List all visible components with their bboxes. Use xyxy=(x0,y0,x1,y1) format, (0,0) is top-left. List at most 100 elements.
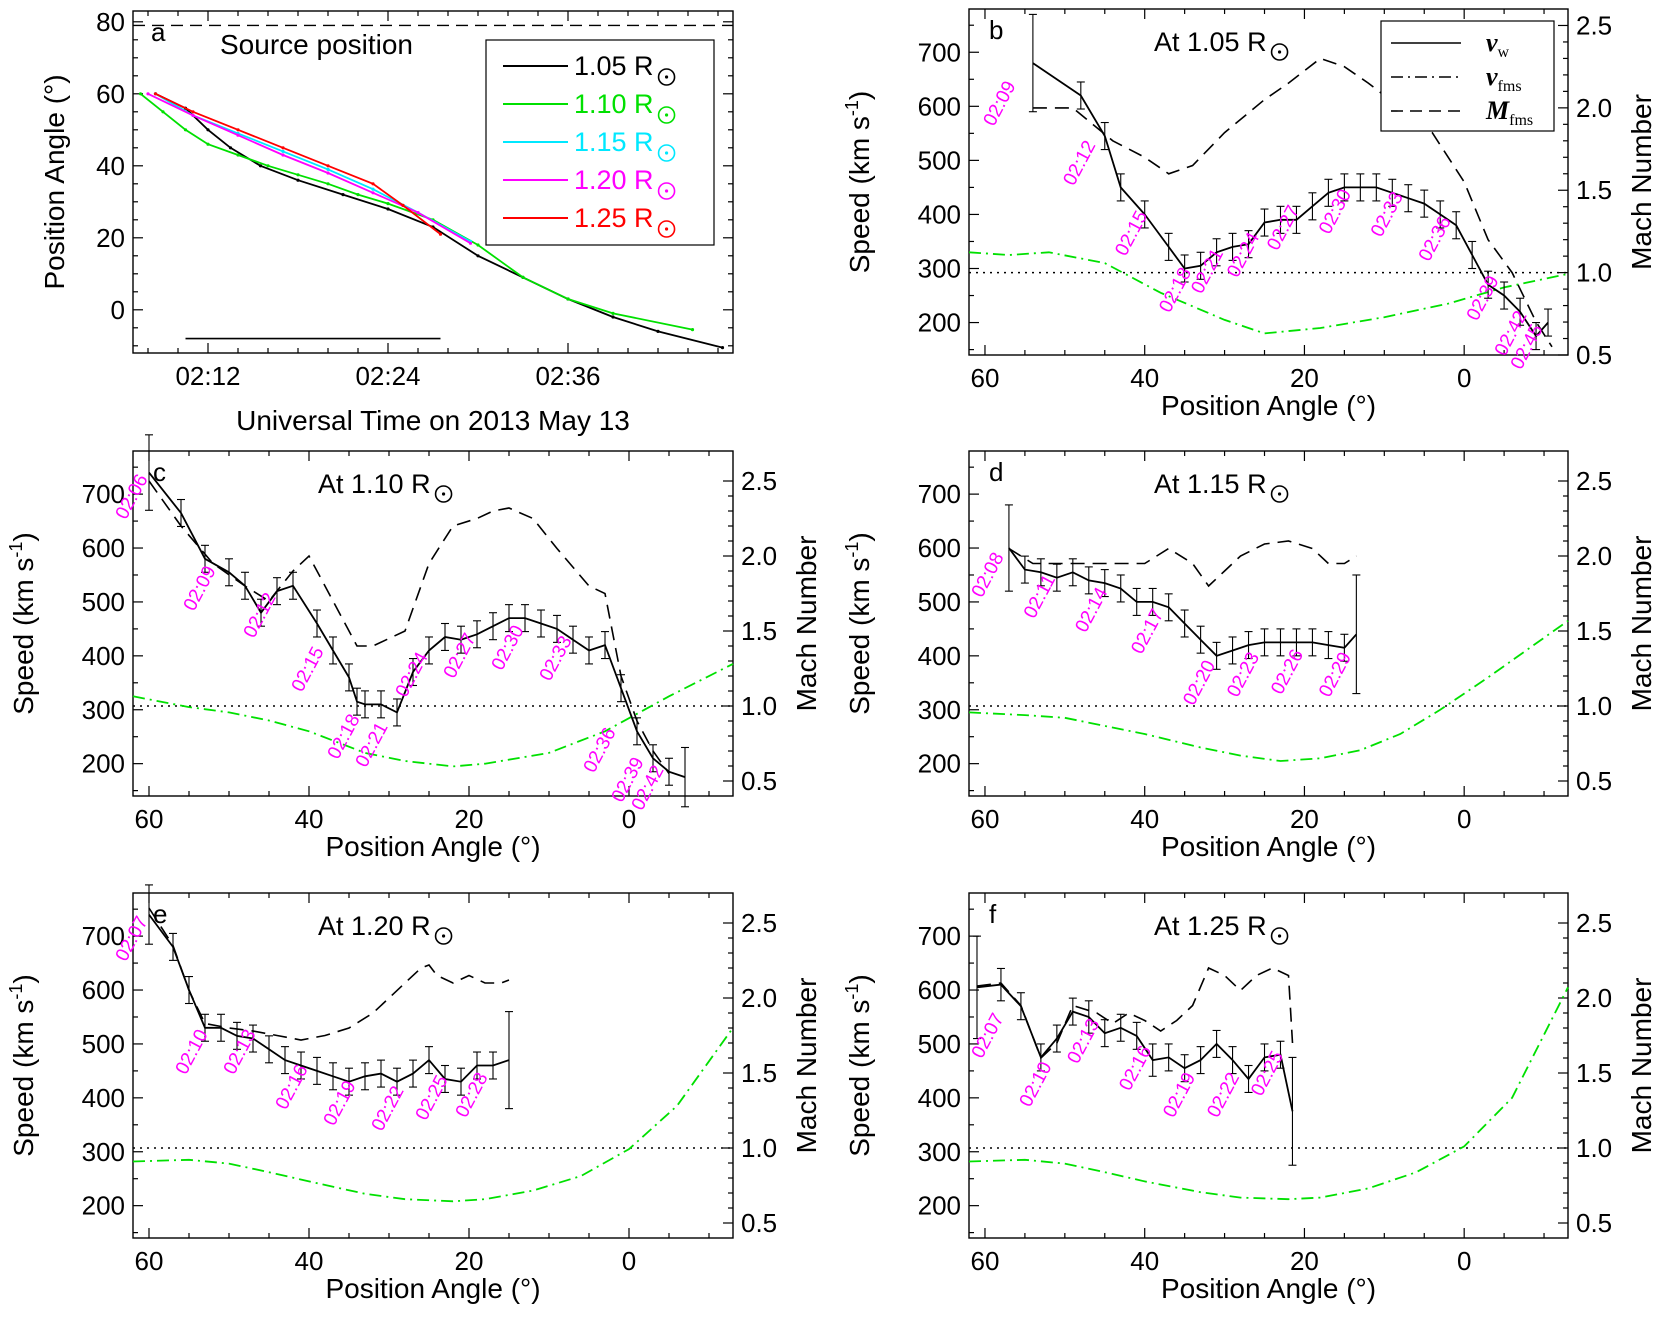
annotation-source-position: Source position xyxy=(220,29,413,60)
series-point xyxy=(296,178,300,182)
time-label: 02:07 xyxy=(968,1010,1009,1062)
time-label: 02:15 xyxy=(1111,208,1152,260)
series-point xyxy=(356,193,360,197)
series-point xyxy=(326,167,330,171)
x-tick-label: 60 xyxy=(971,1246,1000,1276)
mach-number-line xyxy=(148,480,670,774)
legend-symbol: v xyxy=(1486,28,1498,57)
time-label: 02:16 xyxy=(272,1061,313,1113)
panel-title: At 1.10 R xyxy=(318,469,431,499)
y-tick-label: 600 xyxy=(918,975,961,1005)
time-label: 02:23 xyxy=(1223,649,1264,701)
y2-tick-label: 2.0 xyxy=(1576,983,1612,1013)
y-axis-label: Speed (km s-1) xyxy=(6,532,39,715)
series-point xyxy=(401,203,405,207)
y-axis-label-text: Speed (km s xyxy=(8,1000,39,1157)
sun-symbol xyxy=(657,144,676,162)
series-point xyxy=(386,202,390,206)
y2-tick-label: 2.0 xyxy=(741,541,777,571)
y-axis-label-text: Speed (km s xyxy=(844,558,875,715)
y-axis-label-close: ) xyxy=(844,974,875,983)
x-tick-label: 60 xyxy=(135,1246,164,1276)
series-point xyxy=(416,211,420,215)
y2-tick-label: 2.5 xyxy=(1576,908,1612,938)
y2-tick-label: 1.0 xyxy=(1576,258,1612,288)
y-tick-label: 300 xyxy=(82,695,125,725)
sun-symbol xyxy=(1270,927,1289,945)
series-point xyxy=(326,182,330,186)
time-label: 02:26 xyxy=(1267,646,1308,698)
y2-tick-label: 1.0 xyxy=(741,1133,777,1163)
x-axis-label: Position Angle (°) xyxy=(1161,390,1376,421)
sun-symbol xyxy=(657,68,676,86)
y-tick-label: 500 xyxy=(82,587,125,617)
mach-number-line xyxy=(148,907,510,1041)
sun-symbol-dot xyxy=(664,75,669,79)
time-label: 02:19 xyxy=(320,1077,361,1129)
series-line-3 xyxy=(147,92,471,244)
y2-tick-label: 1.5 xyxy=(1576,1058,1612,1088)
x-tick-label: 40 xyxy=(295,1246,324,1276)
time-label: 02:17 xyxy=(1127,606,1168,658)
x-tick-label: 0 xyxy=(622,804,636,834)
y2-tick-label: 1.0 xyxy=(1576,1133,1612,1163)
x-tick-label: 0 xyxy=(622,1246,636,1276)
x-tick-label: 0 xyxy=(1457,1246,1471,1276)
x-tick-label: 20 xyxy=(455,1246,484,1276)
time-label: 02:29 xyxy=(1315,649,1356,701)
y-axis-label-group: Speed (km s-1) xyxy=(6,532,39,715)
time-label: 02:24 xyxy=(1223,229,1264,281)
panel-title: At 1.20 R xyxy=(318,911,431,941)
y-axis-label-close: ) xyxy=(8,532,39,541)
series-line-4 xyxy=(155,92,442,235)
series-point xyxy=(191,113,195,117)
y-tick-label: 700 xyxy=(82,921,125,951)
y-tick-label: 700 xyxy=(918,921,961,951)
x-tick-label: 02:12 xyxy=(175,361,240,391)
series-point xyxy=(153,92,158,96)
time-label: 02:30 xyxy=(488,622,529,674)
y2-tick-label: 1.5 xyxy=(741,1058,777,1088)
y-axis-label-group: Speed (km s-1) xyxy=(842,974,875,1157)
panel-title: At 1.05 R xyxy=(1154,27,1267,57)
sun-symbol xyxy=(657,106,676,124)
y2-tick-label: 2.5 xyxy=(741,466,777,496)
panel-letter: b xyxy=(989,15,1003,45)
series-point xyxy=(468,241,473,245)
y-tick-label: 500 xyxy=(82,1029,125,1059)
time-label: 02:19 xyxy=(1159,1069,1200,1121)
sun-symbol xyxy=(434,927,453,945)
y-tick-label: 400 xyxy=(918,641,961,671)
fms-speed-line xyxy=(968,251,1569,335)
time-label: 02:24 xyxy=(392,649,433,701)
series-point xyxy=(720,346,725,350)
series-point xyxy=(281,146,285,150)
series-point xyxy=(281,149,285,153)
series-point xyxy=(138,92,143,96)
plot-frame xyxy=(132,892,734,1239)
time-label: 02:33 xyxy=(536,633,577,685)
time-label: 02:25 xyxy=(412,1072,453,1124)
y-axis-label-text: Speed (km s xyxy=(844,116,875,273)
legend-subscript: fms xyxy=(1509,112,1533,129)
time-label: 02:39 xyxy=(1463,272,1504,324)
mach-number-line xyxy=(1032,57,1553,348)
sun-symbol xyxy=(657,182,676,200)
series-point xyxy=(236,133,240,137)
legend-entry: 1.15 R xyxy=(574,127,654,157)
legend-entry: 1.25 R xyxy=(574,203,654,233)
series-point xyxy=(326,171,330,175)
mach-number-line xyxy=(1008,540,1357,588)
x-tick-label: 20 xyxy=(1290,1246,1319,1276)
sun-symbol-dot xyxy=(441,934,446,938)
series-point xyxy=(146,92,150,96)
time-label: 02:14 xyxy=(1072,584,1113,636)
series-point xyxy=(386,207,390,211)
x-tick-label: 60 xyxy=(135,804,164,834)
time-label: 02:36 xyxy=(1415,213,1456,265)
time-label: 02:12 xyxy=(1060,137,1101,189)
x-tick-label: 20 xyxy=(1290,363,1319,393)
time-label: 02:20 xyxy=(1179,657,1220,709)
